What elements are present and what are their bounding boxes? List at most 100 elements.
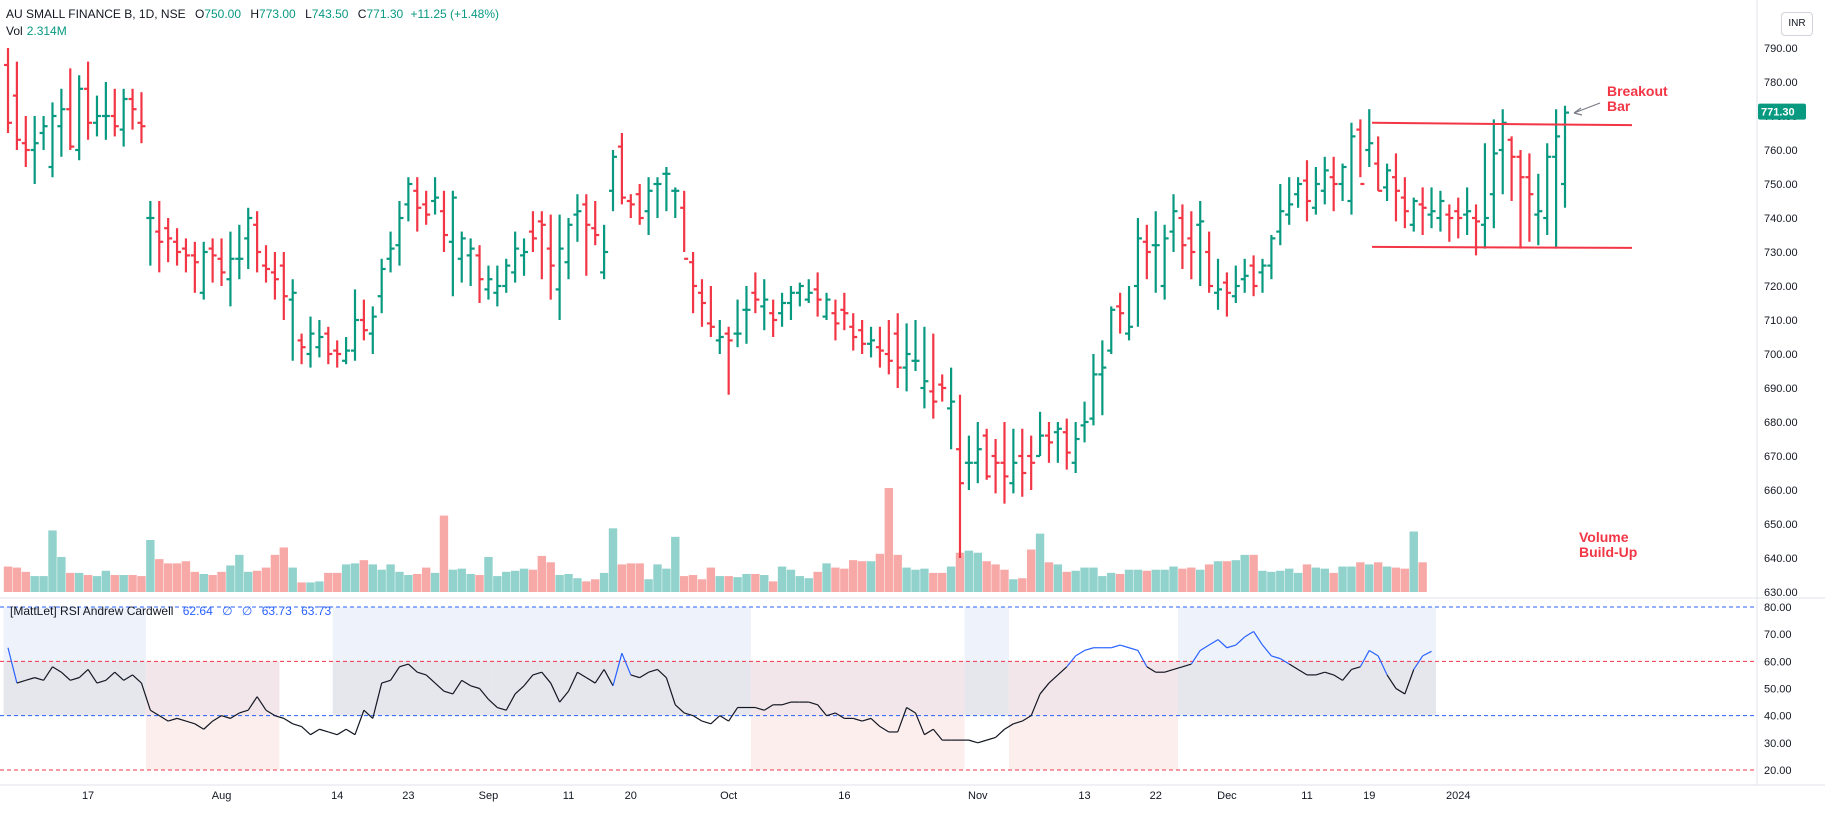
rsi-line-segment xyxy=(755,706,765,711)
rsi-line-segment xyxy=(60,671,71,681)
rsi-value-4: 63.73 xyxy=(261,604,292,618)
rsi-legend[interactable]: [MattLet] RSI Andrew Cardwell 62.64 ∅ ∅ … xyxy=(10,604,331,618)
rsi-line-segment xyxy=(567,671,578,692)
volume-bar xyxy=(573,578,582,592)
rsi-line-segment xyxy=(1262,644,1272,657)
rsi-line-segment xyxy=(52,666,62,673)
rsi-line-segment xyxy=(488,698,498,708)
volume-bar xyxy=(457,568,466,592)
rsi-line-segment xyxy=(497,706,507,711)
symbol-title[interactable]: AU SMALL FINANCE B, 1D, NSE xyxy=(6,7,186,21)
volume-bar xyxy=(555,575,564,592)
rsi-line-segment xyxy=(692,715,703,722)
currency-button[interactable]: INR xyxy=(1781,12,1813,36)
rsi-line-segment xyxy=(684,712,694,717)
rsi-line-segment xyxy=(479,688,489,700)
rsi-line-segment xyxy=(114,671,125,681)
volume-bar xyxy=(920,568,929,592)
volume-bar xyxy=(404,575,413,592)
header-row-1: AU SMALL FINANCE B, 1D, NSE O750.00 H773… xyxy=(6,6,499,23)
volume-bar xyxy=(377,569,386,592)
volume-bar xyxy=(1356,562,1365,592)
volume-bar xyxy=(564,573,573,592)
rsi-line-segment xyxy=(853,717,863,722)
time-tick-label: 11 xyxy=(563,790,574,802)
rsi-line-segment xyxy=(1217,639,1228,649)
time-tick-label: 17 xyxy=(82,790,94,802)
rsi-line-segment xyxy=(239,709,249,714)
volume-bar xyxy=(1213,561,1223,592)
volume-bar xyxy=(288,567,297,592)
volume-bar xyxy=(786,569,796,592)
volume-bar xyxy=(297,582,306,592)
volume-bar xyxy=(92,576,102,592)
price-tick-label: 630.00 xyxy=(1764,587,1798,599)
volume-bar xyxy=(466,573,475,592)
rsi-line-segment xyxy=(621,652,632,676)
resistance-line[interactable] xyxy=(1371,121,1633,127)
volume-bar xyxy=(617,564,627,592)
volume-bar xyxy=(66,572,75,592)
rsi-line-segment xyxy=(924,728,934,736)
volume-bar xyxy=(74,572,84,592)
rsi-line-segment xyxy=(43,666,53,681)
volume-bar xyxy=(1160,569,1169,592)
volume-bar xyxy=(172,563,182,592)
rsi-line-segment xyxy=(550,682,561,703)
volume-bar xyxy=(688,575,698,592)
rsi-line-segment xyxy=(310,728,320,736)
rsi-line-segment xyxy=(328,731,338,736)
rsi-line-segment xyxy=(710,715,721,725)
rsi-line-segment xyxy=(728,707,739,722)
rsi-zone-mid xyxy=(145,661,280,716)
rsi-line-segment xyxy=(505,693,516,711)
volume-bar xyxy=(1178,568,1187,592)
time-tick-label: 22 xyxy=(1150,790,1162,802)
time-tick-label: 14 xyxy=(331,790,343,802)
volume-bar xyxy=(101,570,111,592)
volume-bar xyxy=(110,575,119,592)
volume-bar xyxy=(137,576,146,592)
rsi-line-segment xyxy=(292,723,302,728)
vol-label[interactable]: Vol xyxy=(6,24,23,38)
volume-bar xyxy=(697,579,707,592)
rsi-line-segment xyxy=(132,674,142,684)
high-label: H xyxy=(250,7,260,21)
rsi-line-segment xyxy=(96,679,107,684)
rsi-tick-label: 80.00 xyxy=(1764,602,1792,614)
rsi-line-segment xyxy=(212,715,222,722)
volume-bar xyxy=(1071,570,1080,592)
volume-bar xyxy=(1365,564,1374,592)
volume-bar xyxy=(1080,567,1089,592)
rsi-line-segment xyxy=(1368,649,1379,657)
rsi-zone-mid xyxy=(3,661,146,716)
volume-bar xyxy=(190,571,200,592)
breakout-label-line2: Bar xyxy=(1607,98,1631,114)
rsi-line-segment xyxy=(897,707,908,733)
rsi-line-segment xyxy=(230,712,240,719)
rsi-line-segment xyxy=(1235,636,1246,646)
volume-bar xyxy=(386,564,395,592)
vol-value: 2.314M xyxy=(26,24,67,38)
volume-bar xyxy=(875,553,885,592)
rsi-line-segment xyxy=(1271,655,1281,660)
rsi-line-segment xyxy=(630,674,640,679)
volume-bar xyxy=(768,581,778,592)
rsi-line-segment xyxy=(221,715,231,719)
rsi-line-segment xyxy=(1182,663,1192,668)
rsi-line-segment xyxy=(826,712,836,717)
support-line[interactable] xyxy=(1371,245,1633,249)
volume-bar xyxy=(395,571,404,592)
time-tick-label: 23 xyxy=(402,790,414,802)
volume-bar xyxy=(1187,567,1196,592)
rsi-tick-label: 20.00 xyxy=(1764,765,1792,777)
breakout-arrow xyxy=(1573,102,1601,116)
volume-bar xyxy=(1391,567,1401,592)
price-tick-label: 740.00 xyxy=(1764,213,1798,225)
rsi-tick-label: 60.00 xyxy=(1764,656,1792,668)
close-value: 771.30 xyxy=(366,7,404,21)
volume-bar xyxy=(368,564,377,592)
volume-bar xyxy=(1240,554,1249,592)
volume-bar xyxy=(279,547,289,592)
